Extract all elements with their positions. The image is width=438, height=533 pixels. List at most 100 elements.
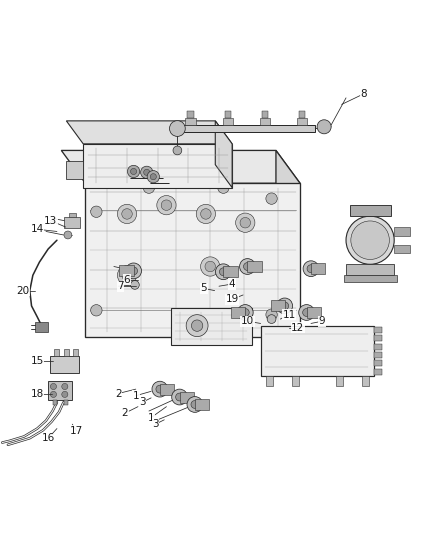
Bar — [374, 360, 382, 366]
Bar — [374, 368, 382, 375]
Circle shape — [144, 169, 150, 175]
Bar — [374, 352, 382, 358]
Text: 2: 2 — [115, 389, 122, 399]
Bar — [336, 376, 343, 386]
Polygon shape — [311, 263, 325, 274]
Circle shape — [62, 391, 68, 398]
Circle shape — [147, 171, 159, 183]
Polygon shape — [394, 245, 410, 253]
Polygon shape — [48, 381, 72, 400]
Circle shape — [299, 304, 314, 320]
Polygon shape — [187, 111, 194, 118]
Polygon shape — [307, 307, 321, 318]
Text: 20: 20 — [17, 286, 30, 296]
Circle shape — [218, 182, 229, 193]
Circle shape — [172, 389, 187, 405]
Circle shape — [50, 383, 57, 390]
Text: 6: 6 — [124, 274, 131, 285]
Bar — [374, 327, 382, 333]
Text: 2: 2 — [121, 408, 128, 418]
Polygon shape — [195, 399, 209, 410]
Polygon shape — [120, 265, 134, 277]
Circle shape — [303, 309, 311, 317]
Polygon shape — [260, 118, 270, 125]
Circle shape — [205, 261, 215, 272]
Circle shape — [156, 385, 164, 393]
Text: 16: 16 — [42, 433, 55, 443]
Polygon shape — [50, 356, 79, 373]
Circle shape — [201, 209, 211, 219]
Circle shape — [143, 182, 155, 193]
Polygon shape — [297, 118, 307, 125]
Circle shape — [346, 216, 394, 264]
Circle shape — [130, 267, 138, 275]
Polygon shape — [53, 400, 57, 405]
Polygon shape — [185, 118, 196, 125]
Circle shape — [170, 120, 185, 136]
Circle shape — [91, 206, 102, 217]
Polygon shape — [35, 322, 48, 332]
Circle shape — [267, 314, 276, 324]
Circle shape — [173, 146, 182, 155]
Circle shape — [117, 265, 137, 285]
Text: 8: 8 — [360, 89, 367, 99]
Bar — [343, 275, 396, 282]
Bar — [292, 376, 299, 386]
Circle shape — [186, 314, 208, 336]
Circle shape — [117, 204, 137, 223]
Text: 14: 14 — [31, 224, 44, 235]
Text: 11: 11 — [283, 310, 296, 320]
Text: 13: 13 — [44, 215, 57, 225]
Bar — [266, 376, 273, 386]
Bar — [362, 376, 369, 386]
Polygon shape — [231, 307, 245, 318]
Polygon shape — [64, 349, 69, 356]
Bar — [261, 326, 374, 376]
Text: 3: 3 — [139, 397, 146, 407]
Circle shape — [126, 263, 141, 279]
Polygon shape — [171, 308, 252, 345]
Circle shape — [50, 391, 57, 398]
Circle shape — [241, 309, 249, 317]
Polygon shape — [180, 392, 194, 402]
Polygon shape — [271, 301, 285, 311]
Circle shape — [122, 209, 132, 219]
Circle shape — [317, 120, 331, 134]
Polygon shape — [83, 144, 232, 188]
Polygon shape — [69, 213, 76, 217]
Text: 3: 3 — [152, 419, 159, 429]
Circle shape — [201, 257, 220, 276]
Text: 5: 5 — [200, 284, 207, 293]
Polygon shape — [61, 150, 300, 183]
Circle shape — [266, 193, 277, 204]
Text: 19: 19 — [226, 294, 239, 304]
Circle shape — [191, 320, 203, 332]
Circle shape — [277, 298, 293, 314]
Polygon shape — [85, 183, 300, 336]
Circle shape — [236, 213, 255, 232]
Polygon shape — [215, 121, 232, 188]
Text: 10: 10 — [241, 316, 254, 326]
Text: 15: 15 — [31, 356, 44, 366]
Circle shape — [91, 304, 102, 316]
Circle shape — [240, 217, 251, 228]
Polygon shape — [223, 266, 237, 277]
Polygon shape — [67, 121, 232, 144]
Circle shape — [307, 265, 315, 273]
Bar — [346, 264, 394, 275]
Circle shape — [244, 263, 251, 270]
Bar — [350, 205, 391, 216]
Polygon shape — [54, 349, 59, 356]
Polygon shape — [262, 111, 268, 118]
Polygon shape — [73, 349, 78, 356]
Polygon shape — [394, 227, 410, 236]
Polygon shape — [160, 384, 174, 394]
Text: 18: 18 — [31, 389, 44, 399]
Bar — [374, 335, 382, 342]
Circle shape — [131, 168, 137, 174]
Circle shape — [266, 309, 277, 320]
Circle shape — [176, 393, 184, 401]
Circle shape — [237, 304, 253, 320]
Circle shape — [64, 231, 72, 239]
Circle shape — [351, 221, 389, 260]
